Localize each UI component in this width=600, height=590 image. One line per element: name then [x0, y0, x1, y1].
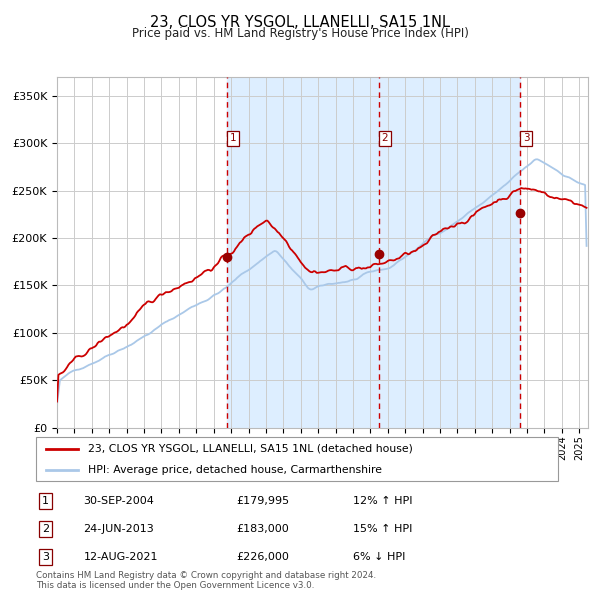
Text: 6% ↓ HPI: 6% ↓ HPI [353, 552, 405, 562]
Text: 2: 2 [382, 133, 388, 143]
Text: 30-SEP-2004: 30-SEP-2004 [83, 496, 154, 506]
Text: 23, CLOS YR YSGOL, LLANELLI, SA15 1NL (detached house): 23, CLOS YR YSGOL, LLANELLI, SA15 1NL (d… [88, 444, 413, 454]
Text: 24-JUN-2013: 24-JUN-2013 [83, 524, 154, 534]
Text: 12% ↑ HPI: 12% ↑ HPI [353, 496, 412, 506]
Text: HPI: Average price, detached house, Carmarthenshire: HPI: Average price, detached house, Carm… [88, 465, 382, 475]
FancyBboxPatch shape [36, 437, 558, 481]
Text: 15% ↑ HPI: 15% ↑ HPI [353, 524, 412, 534]
Text: £179,995: £179,995 [236, 496, 290, 506]
Text: 12-AUG-2021: 12-AUG-2021 [83, 552, 158, 562]
Text: 1: 1 [42, 496, 49, 506]
Text: 23, CLOS YR YSGOL, LLANELLI, SA15 1NL: 23, CLOS YR YSGOL, LLANELLI, SA15 1NL [150, 15, 450, 30]
Text: 1: 1 [229, 133, 236, 143]
Text: 3: 3 [42, 552, 49, 562]
Text: This data is licensed under the Open Government Licence v3.0.: This data is licensed under the Open Gov… [36, 581, 314, 590]
Bar [227, 77, 520, 428]
Text: £183,000: £183,000 [236, 524, 289, 534]
Text: 2: 2 [42, 524, 49, 534]
Text: Contains HM Land Registry data © Crown copyright and database right 2024.: Contains HM Land Registry data © Crown c… [36, 571, 376, 579]
Text: Price paid vs. HM Land Registry's House Price Index (HPI): Price paid vs. HM Land Registry's House … [131, 27, 469, 40]
Text: £226,000: £226,000 [236, 552, 290, 562]
Text: 3: 3 [523, 133, 530, 143]
